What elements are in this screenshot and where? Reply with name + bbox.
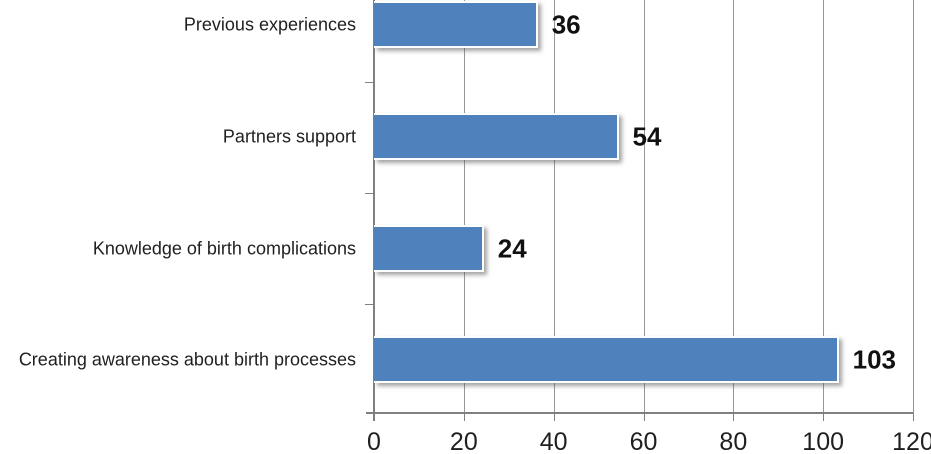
category-axis-tick-mark: [365, 82, 373, 83]
vertical-gridline: [553, 0, 555, 413]
vertical-gridline: [643, 0, 645, 413]
data-label-3: 103: [852, 344, 897, 374]
category-axis-line: [373, 0, 375, 421]
bar-1: [374, 113, 619, 160]
value-axis-line: [366, 412, 913, 414]
data-label-0: 36: [551, 9, 581, 39]
x-axis-tick-mark: [913, 413, 914, 421]
x-axis-tick-label-1: 20: [449, 428, 478, 454]
bar-2: [374, 225, 484, 272]
x-axis-tick-label-5: 100: [802, 428, 845, 454]
x-axis-tick-mark: [553, 413, 555, 421]
data-label-2: 24: [497, 233, 527, 263]
bar-0: [374, 1, 538, 48]
x-axis-tick-mark: [823, 413, 825, 421]
category-label-2: Knowledge of birth complications: [92, 238, 356, 258]
x-axis-tick-mark: [463, 413, 465, 421]
x-axis-tick-label-6: 120: [892, 428, 931, 454]
x-axis-tick-label-2: 40: [539, 428, 568, 454]
category-label-3: Creating awareness about birth processes: [18, 349, 356, 369]
bar-3: [374, 336, 839, 383]
data-label-1: 54: [632, 121, 662, 151]
x-axis-tick-label-0: 0: [367, 428, 381, 454]
vertical-gridline: [463, 0, 465, 413]
category-axis-tick-mark: [365, 193, 373, 194]
category-axis-tick-mark: [365, 304, 373, 305]
vertical-gridline: [733, 0, 735, 413]
category-label-1: Partners support: [222, 126, 356, 146]
x-axis-tick-mark: [374, 413, 375, 421]
x-axis-tick-mark: [733, 413, 735, 421]
vertical-gridline: [913, 0, 914, 413]
x-axis-tick-label-4: 80: [719, 428, 748, 454]
x-axis-tick-mark: [643, 413, 645, 421]
x-axis-tick-label-3: 60: [629, 428, 658, 454]
vertical-gridline: [823, 0, 825, 413]
category-label-0: Previous experiences: [183, 14, 356, 34]
